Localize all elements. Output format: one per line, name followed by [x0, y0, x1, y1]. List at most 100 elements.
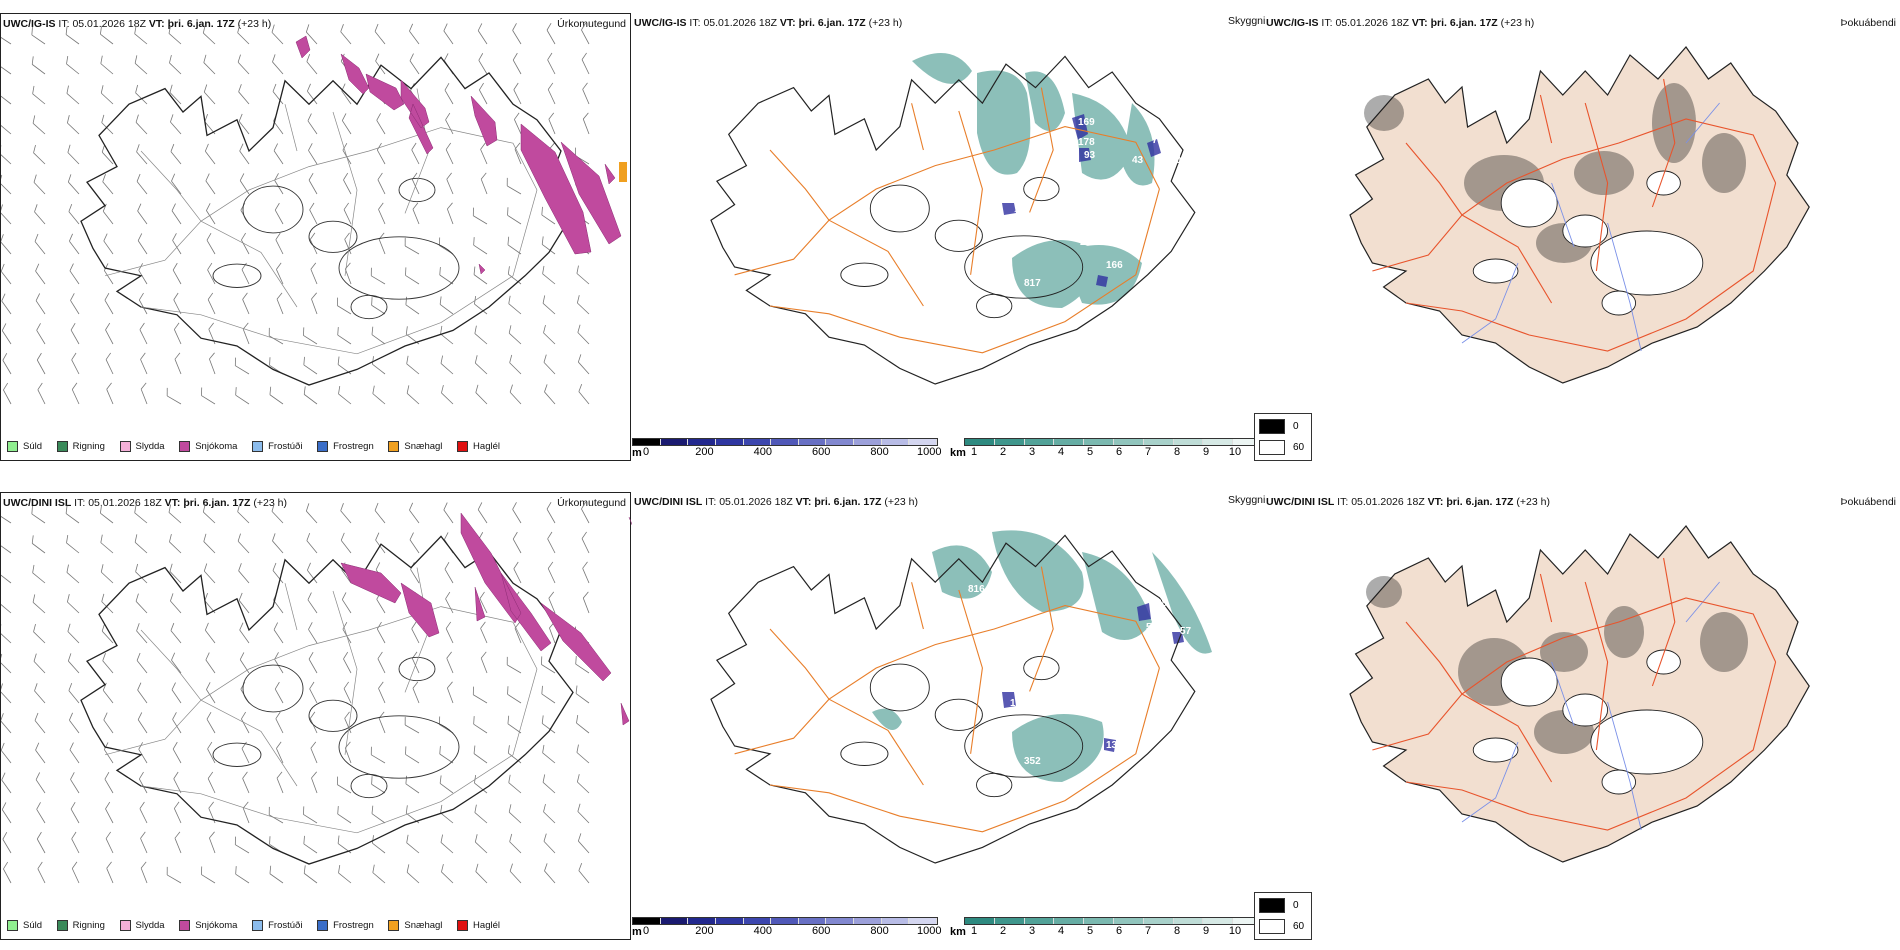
- wind-barb: [276, 262, 284, 285]
- wind-barb: [69, 712, 80, 734]
- legend-swatch: [7, 441, 18, 452]
- wind-barb: [168, 504, 182, 524]
- wind-barb: [547, 52, 556, 75]
- wind-barb: [303, 327, 318, 345]
- wind-barb: [140, 382, 148, 405]
- wind-barb: [480, 142, 488, 165]
- fog-shading: [1364, 83, 1746, 263]
- wind-barb: [242, 801, 250, 824]
- wind-barb: [440, 355, 454, 375]
- wind-barb: [343, 651, 352, 674]
- wind-barb: [541, 685, 556, 704]
- wind-barb: [1, 802, 12, 824]
- wind-barb: [70, 322, 80, 345]
- fog-map: [1349, 46, 1810, 384]
- wind-barb: [311, 292, 318, 315]
- road: [332, 111, 358, 276]
- wind-barb: [203, 563, 216, 584]
- wind-barb: [70, 293, 80, 315]
- wind-barb: [575, 685, 590, 704]
- wind-barb: [541, 715, 556, 734]
- wind-barb: [303, 356, 318, 375]
- road: [1539, 94, 1553, 144]
- glacier-outline: [934, 219, 983, 252]
- cloud-base-bar: [632, 917, 938, 925]
- wind-barb: [406, 834, 420, 854]
- precip-type-label: Úrkomutegund: [557, 497, 626, 509]
- visibility-ticks: 1 2 3 4 5 6 7 8 9 10: [970, 446, 1242, 458]
- wind-barb: [445, 112, 454, 135]
- wind-barb: [273, 622, 284, 644]
- wind-barb: [239, 622, 250, 644]
- wind-barb: [204, 622, 216, 644]
- wind-barb: [308, 651, 318, 674]
- wind-barb: [140, 352, 148, 375]
- panel-title: UWC/IG-IS IT: 05.01.2026 18Z VT: þri. 6.…: [1266, 17, 1535, 29]
- wind-barb: [172, 262, 182, 285]
- wind-barb: [67, 623, 80, 644]
- wind-barb: [582, 561, 590, 584]
- wind-barb: [343, 681, 352, 704]
- wind-barb: [33, 174, 46, 195]
- precip-legend: Súld Rigning Slydda Snjókoma Frostúði Fr…: [7, 920, 512, 934]
- glacier-outline: [869, 184, 930, 233]
- wind-barb: [69, 233, 80, 255]
- road: [1405, 182, 1777, 352]
- cloud-base-colorbar: m 0 200 400 600 800 1000: [632, 438, 941, 459]
- wind-barb: [201, 866, 216, 884]
- legend-swatch: [317, 920, 329, 931]
- wind-barb: [582, 82, 590, 105]
- glacier-outlines: [212, 177, 460, 320]
- wind-barb: [307, 83, 318, 105]
- wind-barbs: [1, 501, 590, 884]
- wind-barb: [441, 385, 454, 405]
- wind-barb: [134, 504, 148, 524]
- legend-item-haglel: Haglél: [457, 920, 500, 931]
- wind-barb: [271, 24, 284, 45]
- cloud-base-value: 75: [1152, 135, 1164, 146]
- wind-barb: [136, 652, 148, 674]
- wind-barb: [374, 23, 386, 45]
- legend-item-slydda: Slydda: [119, 920, 165, 931]
- wind-barb: [404, 716, 420, 734]
- wind-barb: [174, 352, 182, 375]
- iceland-land: [1349, 46, 1810, 384]
- wind-barb: [203, 533, 216, 554]
- legend-item-frostudi: Frostúði: [252, 441, 302, 452]
- glacier-outlines: [840, 655, 1084, 798]
- wind-barb: [70, 801, 80, 824]
- road: [332, 590, 358, 755]
- fog-legend: 0 60: [1254, 892, 1312, 940]
- legend-swatch: [179, 441, 191, 452]
- wind-barb: [446, 651, 454, 674]
- wind-barb: [341, 592, 352, 614]
- wind-barb: [33, 144, 46, 165]
- road: [769, 188, 1160, 354]
- wind-barb: [336, 776, 352, 794]
- wind-barb: [204, 143, 216, 165]
- wind-barb: [272, 533, 284, 554]
- wind-barb: [139, 322, 148, 345]
- wind-barb: [509, 384, 522, 405]
- wind-barb: [370, 267, 386, 285]
- cloud-base-labels: 816 28 59 57 15 352 131: [968, 584, 1192, 767]
- wind-barb: [102, 653, 114, 674]
- glacier-outline: [1562, 693, 1609, 727]
- wind-barb: [37, 382, 46, 405]
- wind-barb: [541, 236, 556, 255]
- glacier-outline: [338, 236, 460, 300]
- cloud-base-value: 60: [1170, 155, 1182, 166]
- wind-barb: [35, 293, 46, 315]
- wind-barb: [71, 861, 80, 884]
- visibility-panel-1: UWC/IG-IS IT: 05.01.2026 18Z VT: þri. 6.…: [632, 13, 1265, 461]
- wind-barb: [138, 292, 148, 315]
- glacier-outline: [1601, 769, 1637, 795]
- wind-barb: [513, 82, 522, 105]
- road: [200, 220, 298, 308]
- wind-barb: [100, 564, 114, 584]
- fog-map: [1349, 525, 1810, 863]
- cloud-base-value: 169: [1078, 117, 1095, 128]
- wind-barb: [171, 173, 182, 195]
- wind-barb: [439, 266, 454, 285]
- legend-swatch: [56, 920, 68, 931]
